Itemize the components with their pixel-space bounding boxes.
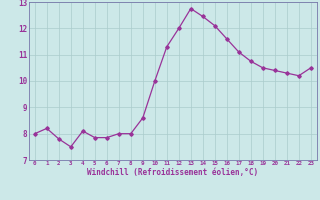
X-axis label: Windchill (Refroidissement éolien,°C): Windchill (Refroidissement éolien,°C)	[87, 168, 258, 177]
